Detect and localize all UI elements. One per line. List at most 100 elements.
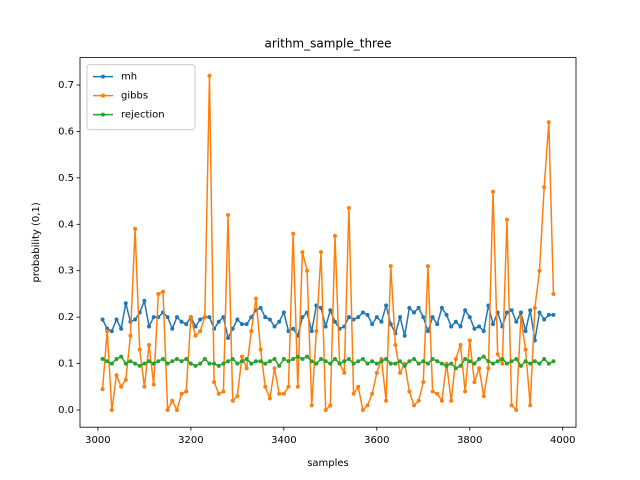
point: [453, 366, 458, 371]
point: [453, 356, 458, 361]
legend: mh gibbs rejection: [86, 64, 196, 131]
y-tick-label: 0.5: [58, 173, 74, 184]
point: [147, 343, 152, 348]
point: [123, 377, 128, 382]
point: [305, 268, 310, 273]
y-tick-label: 0.1: [58, 359, 74, 370]
point: [388, 361, 393, 366]
point: [467, 315, 472, 320]
point: [411, 356, 416, 361]
point: [393, 361, 398, 366]
point: [360, 408, 365, 413]
point: [346, 315, 351, 320]
point: [184, 356, 189, 361]
point: [379, 319, 384, 324]
point: [277, 363, 282, 368]
point: [351, 361, 356, 366]
series-line: [101, 75, 555, 413]
point: [542, 185, 547, 190]
point: [518, 310, 523, 315]
point: [277, 391, 282, 396]
point: [272, 324, 277, 329]
point: [165, 361, 170, 366]
point: [346, 206, 351, 211]
point: [193, 324, 198, 329]
point: [481, 329, 486, 334]
y-tick-label: 0.4: [58, 219, 74, 230]
x-tick-label: 3800: [457, 435, 482, 446]
point: [235, 394, 240, 399]
point: [309, 329, 314, 334]
point: [477, 366, 482, 371]
point: [504, 217, 509, 222]
x-tick-label: 3000: [85, 435, 110, 446]
point: [221, 361, 226, 366]
point: [537, 268, 542, 273]
point: [439, 305, 444, 310]
point: [235, 361, 240, 366]
point: [193, 333, 198, 338]
y-tick-label: 0.7: [58, 80, 74, 91]
point: [258, 359, 263, 364]
y-tick-label: 0.6: [58, 126, 74, 137]
point: [174, 315, 179, 320]
point: [212, 361, 217, 366]
point: [174, 408, 179, 413]
point: [514, 408, 519, 413]
point: [119, 384, 124, 389]
legend-marker: [101, 112, 105, 117]
point: [425, 264, 430, 269]
point: [402, 333, 407, 338]
point: [226, 359, 231, 364]
point: [281, 310, 286, 315]
point: [528, 361, 533, 366]
point: [463, 308, 468, 313]
point: [272, 366, 277, 371]
point: [198, 317, 203, 322]
point: [170, 326, 175, 331]
point: [235, 317, 240, 322]
point: [374, 315, 379, 320]
point: [458, 324, 463, 329]
point: [291, 326, 296, 331]
point: [435, 391, 440, 396]
point: [551, 291, 556, 296]
point: [147, 324, 152, 329]
point: [305, 354, 310, 359]
point: [267, 396, 272, 401]
point: [370, 322, 375, 327]
point: [407, 389, 412, 394]
y-tick-label: 0.3: [58, 266, 74, 277]
point: [477, 324, 482, 329]
point: [546, 312, 551, 317]
point: [323, 408, 328, 413]
point: [328, 403, 333, 408]
point: [179, 319, 184, 324]
point: [100, 317, 105, 322]
point: [244, 322, 249, 327]
point: [114, 373, 119, 378]
point: [472, 380, 477, 385]
point: [328, 361, 333, 366]
point: [314, 361, 319, 366]
point: [109, 361, 114, 366]
point: [481, 354, 486, 359]
point: [230, 326, 235, 331]
point: [360, 310, 365, 315]
x-tick-label: 3600: [364, 435, 389, 446]
point: [198, 329, 203, 334]
point: [128, 359, 133, 364]
point: [523, 347, 528, 352]
point: [337, 361, 342, 366]
x-axis-label: samples: [307, 458, 349, 469]
point: [421, 380, 426, 385]
x-tick-label: 3400: [271, 435, 296, 446]
point: [453, 319, 458, 324]
point: [105, 329, 110, 334]
point: [444, 363, 449, 368]
point: [291, 356, 296, 361]
point: [342, 359, 347, 364]
point: [216, 391, 221, 396]
point: [198, 361, 203, 366]
point: [100, 387, 105, 392]
